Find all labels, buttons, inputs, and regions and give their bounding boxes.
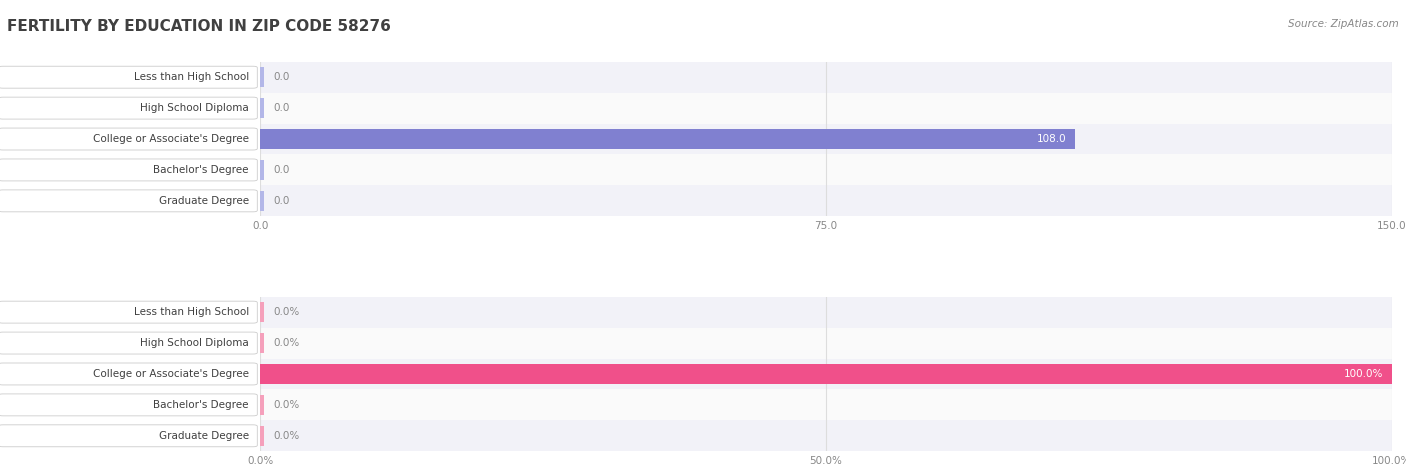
Text: Bachelor's Degree: Bachelor's Degree	[153, 400, 249, 410]
Bar	[260, 93, 1392, 124]
Text: FERTILITY BY EDUCATION IN ZIP CODE 58276: FERTILITY BY EDUCATION IN ZIP CODE 58276	[7, 19, 391, 34]
Text: High School Diploma: High School Diploma	[141, 338, 249, 348]
Bar	[260, 191, 263, 211]
Text: 0.0: 0.0	[274, 165, 290, 175]
Text: 0.0: 0.0	[274, 72, 290, 82]
Bar	[260, 364, 1392, 384]
Text: 0.0%: 0.0%	[274, 431, 299, 441]
Text: Bachelor's Degree: Bachelor's Degree	[153, 165, 249, 175]
Text: Less than High School: Less than High School	[134, 72, 249, 82]
Text: 0.0%: 0.0%	[274, 400, 299, 410]
Text: Graduate Degree: Graduate Degree	[159, 431, 249, 441]
Text: Less than High School: Less than High School	[134, 307, 249, 317]
Bar	[260, 395, 263, 415]
Bar	[260, 98, 263, 118]
Text: 0.0%: 0.0%	[274, 338, 299, 348]
Bar	[260, 67, 263, 87]
Bar	[260, 124, 1392, 154]
Bar	[260, 333, 263, 353]
Text: Graduate Degree: Graduate Degree	[159, 196, 249, 206]
Text: 0.0: 0.0	[274, 196, 290, 206]
Text: College or Associate's Degree: College or Associate's Degree	[93, 369, 249, 379]
Bar	[260, 359, 1392, 390]
Bar	[260, 426, 263, 446]
Bar	[260, 297, 1392, 328]
Text: College or Associate's Degree: College or Associate's Degree	[93, 134, 249, 144]
Text: High School Diploma: High School Diploma	[141, 103, 249, 113]
Text: 0.0: 0.0	[274, 103, 290, 113]
Bar	[260, 160, 263, 180]
Text: 108.0: 108.0	[1036, 134, 1066, 144]
Text: 0.0%: 0.0%	[274, 307, 299, 317]
Text: Source: ZipAtlas.com: Source: ZipAtlas.com	[1288, 19, 1399, 29]
Bar	[260, 420, 1392, 451]
Bar	[260, 154, 1392, 185]
Bar	[260, 390, 1392, 420]
Bar	[260, 328, 1392, 359]
Text: 100.0%: 100.0%	[1344, 369, 1384, 379]
Bar	[260, 185, 1392, 216]
Bar	[260, 62, 1392, 93]
Bar	[260, 129, 1076, 149]
Bar	[260, 302, 263, 322]
